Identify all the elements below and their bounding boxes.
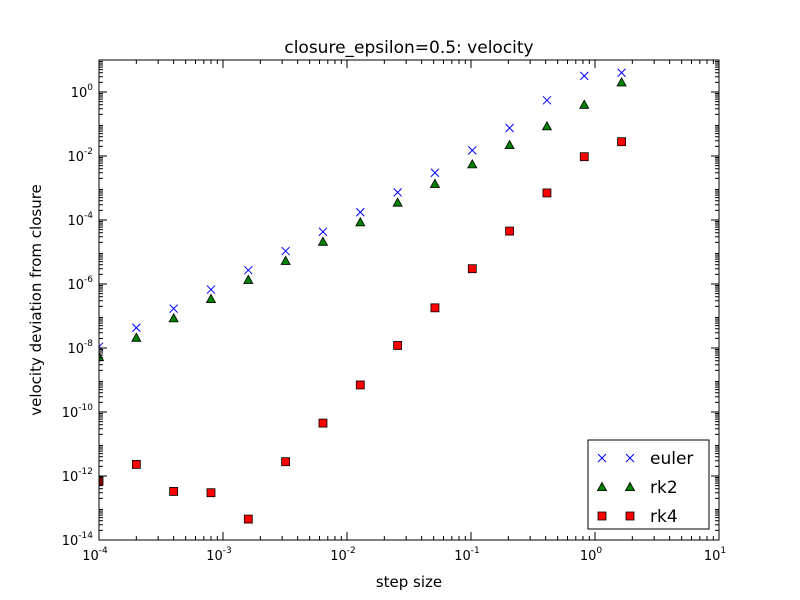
point-rk2-7 [355, 216, 366, 227]
point-rk4-12 [542, 188, 552, 198]
point-rk4-3 [206, 488, 216, 498]
x-tick-label-4: 100 [580, 546, 603, 564]
point-euler-11 [505, 123, 514, 133]
legend-markers [596, 453, 636, 521]
point-rk2-6 [317, 236, 329, 246]
point-euler-8 [393, 188, 402, 197]
x-tick-label-1: 10-3 [206, 546, 232, 564]
point-rk2-0 [99, 351, 105, 361]
chart-title: closure_epsilon=0.5: velocity [284, 38, 533, 58]
point-rk4-1 [131, 460, 141, 469]
x-tick-label-5: 101 [704, 546, 726, 564]
point-euler-12 [542, 95, 552, 105]
point-rk4-11 [505, 226, 515, 236]
legend-marker-euler-a [597, 453, 607, 463]
legend: euler rk2 rk4 [587, 439, 710, 530]
point-euler-2 [169, 304, 179, 313]
point-euler-14 [617, 68, 626, 78]
point-euler-4 [243, 265, 253, 275]
y-tick-label-5: 10-4 [67, 211, 93, 229]
y-tick-label-4: 10-6 [67, 275, 93, 293]
point-euler-3 [206, 285, 216, 294]
legend-label-euler: euler [650, 449, 693, 469]
legend-marker-euler-b [625, 453, 635, 463]
point-rk2-11 [504, 139, 515, 150]
point-rk4-13 [579, 152, 589, 162]
legend-marker-rk2-a [596, 481, 608, 492]
y-tick-label-0: 10-14 [62, 531, 94, 549]
point-rk2-13 [579, 99, 590, 109]
y-tick-label-7: 100 [71, 83, 94, 101]
point-euler-9 [430, 168, 440, 178]
y-tick-label-6: 10-2 [67, 147, 93, 165]
point-rk2-8 [392, 197, 403, 207]
point-rk4-14 [617, 137, 626, 147]
point-rk4-8 [393, 341, 403, 350]
legend-marker-rk4-b [625, 511, 635, 521]
x-tick-label-3: 10-1 [454, 546, 480, 564]
y-tick-label-2: 10-10 [62, 403, 94, 421]
point-euler-1 [131, 323, 141, 333]
y-tick-label-1: 10-12 [62, 467, 93, 485]
point-euler-10 [467, 146, 477, 155]
x-tick-label-0: 10-4 [82, 546, 108, 564]
legend-label-rk2: rk2 [650, 478, 678, 498]
point-rk4-4 [243, 514, 253, 524]
legend-box [587, 439, 710, 530]
y-tick-label-3: 10-8 [67, 339, 93, 357]
point-euler-5 [281, 246, 290, 256]
plot-frame [98, 59, 720, 541]
y-axis-label: velocity deviation from closure [27, 184, 45, 416]
point-rk2-14 [616, 77, 627, 87]
point-euler-13 [579, 71, 589, 81]
legend-marker-rk2-b [624, 481, 636, 492]
point-rk2-2 [168, 312, 179, 323]
point-rk4-6 [318, 418, 328, 428]
x-tick-label-2: 10-2 [330, 546, 356, 564]
point-rk4-2 [169, 487, 179, 496]
point-euler-7 [355, 207, 365, 217]
point-euler-6 [318, 227, 328, 237]
ticks-layer: 10-4 10-3 10-2 10-1 100 101 10-14 10-12 10-10 10-… [62, 60, 726, 564]
point-rk2-10 [467, 158, 478, 169]
point-rk2-12 [541, 120, 553, 131]
point-rk4-10 [467, 264, 477, 274]
point-rk4-7 [355, 380, 365, 390]
point-rk4-5 [281, 457, 291, 467]
x-axis-label: step size [376, 573, 442, 591]
point-rk4-9 [430, 303, 440, 313]
legend-marker-rk4-a [597, 511, 607, 521]
marks-layer [99, 68, 627, 524]
point-rk2-4 [243, 274, 254, 284]
point-rk2-5 [280, 255, 291, 265]
point-rk2-9 [429, 178, 441, 188]
point-rk2-1 [131, 332, 142, 342]
point-rk2-3 [205, 293, 217, 303]
legend-label-rk4: rk4 [650, 507, 678, 527]
